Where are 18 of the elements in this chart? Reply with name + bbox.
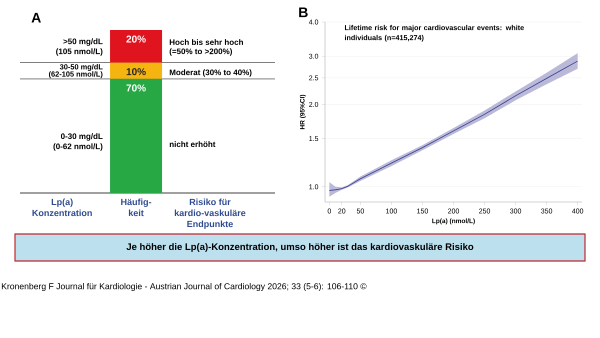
text: Kronenberg F Journal für Kardiologie - Austrian Journal of Cardiology 2026; 33 (5-6): 106-110 © xyxy=(2,282,367,292)
x-tick-label: Lp(a) Konzentration xyxy=(32,198,92,216)
chart-title: A xyxy=(32,12,41,22)
data-label: 20% xyxy=(126,36,146,43)
annotation: Hoch bis sehr hoch xyxy=(170,39,243,45)
annotation: (=50% to >200%) xyxy=(170,48,232,56)
annotation: nicht erhöht xyxy=(170,141,216,148)
annotation: >50 mg/dL xyxy=(63,38,103,46)
data-label: 10% xyxy=(126,68,146,76)
annotation: (0-62 nmol/L) xyxy=(53,143,102,151)
annotation: Moderat (30% to 40%) xyxy=(170,69,252,77)
annotation: 0-30 mg/dL xyxy=(60,133,103,141)
x-tick-label: Risiko für kardio-vaskuläre Endpunkte xyxy=(174,198,246,229)
data-label: 70% xyxy=(126,84,146,92)
x-tick-label: Häufig-keit xyxy=(121,198,152,216)
text: Je höher die Lp(a)-Konzentration, umso höher ist das kardiovaskuläre Risiko xyxy=(126,243,474,252)
chart-title: B xyxy=(299,8,308,18)
annotation: (105 nmol/L) xyxy=(56,48,102,56)
